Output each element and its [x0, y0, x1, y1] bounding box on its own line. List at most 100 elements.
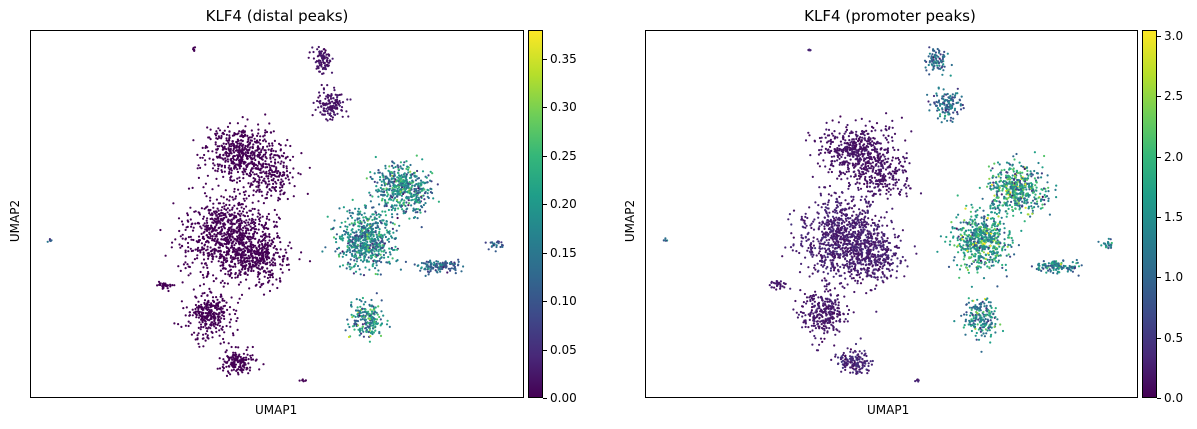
cell-point [197, 211, 200, 214]
cell-point [414, 187, 418, 191]
cell-point [362, 216, 365, 219]
cell-point [382, 176, 385, 179]
cell-point [249, 225, 252, 228]
cell-point [320, 105, 323, 108]
cell-point [270, 147, 273, 150]
cell-point [215, 177, 218, 180]
cell-point [213, 250, 216, 253]
cell-point [205, 195, 208, 198]
cell-point [228, 130, 231, 133]
cell-point [371, 206, 374, 209]
cell-point [371, 195, 374, 198]
cell-point [235, 227, 238, 230]
cell-point [858, 177, 861, 180]
cell-point [876, 223, 880, 226]
cell-point [326, 106, 330, 109]
cell-point [375, 217, 378, 220]
cell-point [381, 237, 384, 240]
cell-point [279, 268, 282, 271]
cell-point [822, 243, 825, 246]
cell-point [214, 141, 217, 144]
cell-point [867, 200, 870, 203]
cell-point [240, 255, 243, 258]
cell-point [886, 160, 889, 163]
cell-point [210, 291, 213, 294]
cell-point [240, 293, 244, 296]
cell-point [363, 259, 366, 262]
cell-point [205, 306, 208, 309]
cell-point [410, 182, 413, 185]
cell-point [210, 225, 213, 228]
cell-point [258, 176, 261, 179]
cell-point [212, 311, 216, 314]
cell-point [830, 170, 833, 174]
cell-point [236, 142, 239, 145]
cell-point [238, 179, 241, 183]
cell-point [898, 193, 902, 196]
cell-point [808, 134, 811, 137]
cell-point [285, 251, 288, 254]
cell-point [209, 250, 212, 253]
cell-point [221, 328, 224, 331]
cell-point [209, 235, 212, 238]
cell-point [353, 322, 356, 325]
cell-point [233, 216, 236, 219]
cell-point [189, 235, 192, 238]
cell-point [373, 307, 376, 310]
cell-point [230, 175, 233, 178]
cell-point [415, 195, 418, 198]
cell-point [367, 245, 370, 248]
cell-point [194, 312, 197, 315]
cell-point [369, 308, 372, 311]
cell-point [184, 249, 187, 252]
cell-point [385, 189, 388, 192]
cell-point [356, 313, 359, 316]
cell-point [180, 300, 183, 303]
cell-point [356, 221, 360, 224]
cell-point [49, 239, 52, 243]
cell-point [807, 131, 810, 134]
cell-point [186, 263, 189, 266]
cell-point [403, 199, 406, 202]
cell-point [221, 170, 224, 174]
cell-point [874, 163, 877, 166]
cell-point [220, 317, 223, 320]
cell-point [243, 249, 246, 252]
cell-point [412, 207, 415, 210]
cell-point [200, 227, 203, 230]
cell-point [857, 188, 860, 191]
cluster-right-tail [46, 238, 504, 277]
cell-point [222, 217, 225, 220]
cell-point [279, 181, 282, 184]
cell-point [413, 187, 416, 191]
cell-point [240, 133, 243, 136]
cell-point [883, 176, 886, 179]
cell-point [390, 171, 393, 174]
cell-point [345, 267, 348, 270]
cell-point [236, 360, 239, 363]
cell-point [355, 298, 358, 301]
cell-point [417, 196, 420, 199]
cell-point [332, 110, 335, 113]
cell-point [370, 304, 374, 307]
chart-panel-promoter: KLF4 (promoter peaks) UMAP1 UMAP2 0.0 0.5… [598, 0, 1197, 429]
cell-point [412, 194, 415, 198]
cell-point [244, 267, 247, 270]
cell-point [216, 367, 219, 370]
cell-point [243, 225, 246, 228]
cell-point [331, 116, 334, 119]
cell-point [866, 152, 869, 155]
cell-point [383, 184, 386, 187]
cell-point [316, 48, 319, 51]
cell-point [209, 196, 212, 199]
cell-point [846, 123, 849, 127]
cell-point [378, 178, 382, 181]
cell-point [264, 155, 267, 158]
cell-point [225, 374, 229, 377]
cell-point [258, 257, 261, 260]
cell-point [268, 261, 271, 264]
cell-point [272, 177, 275, 180]
cell-point [819, 152, 822, 155]
cell-point [385, 220, 388, 223]
cell-point [424, 202, 427, 205]
